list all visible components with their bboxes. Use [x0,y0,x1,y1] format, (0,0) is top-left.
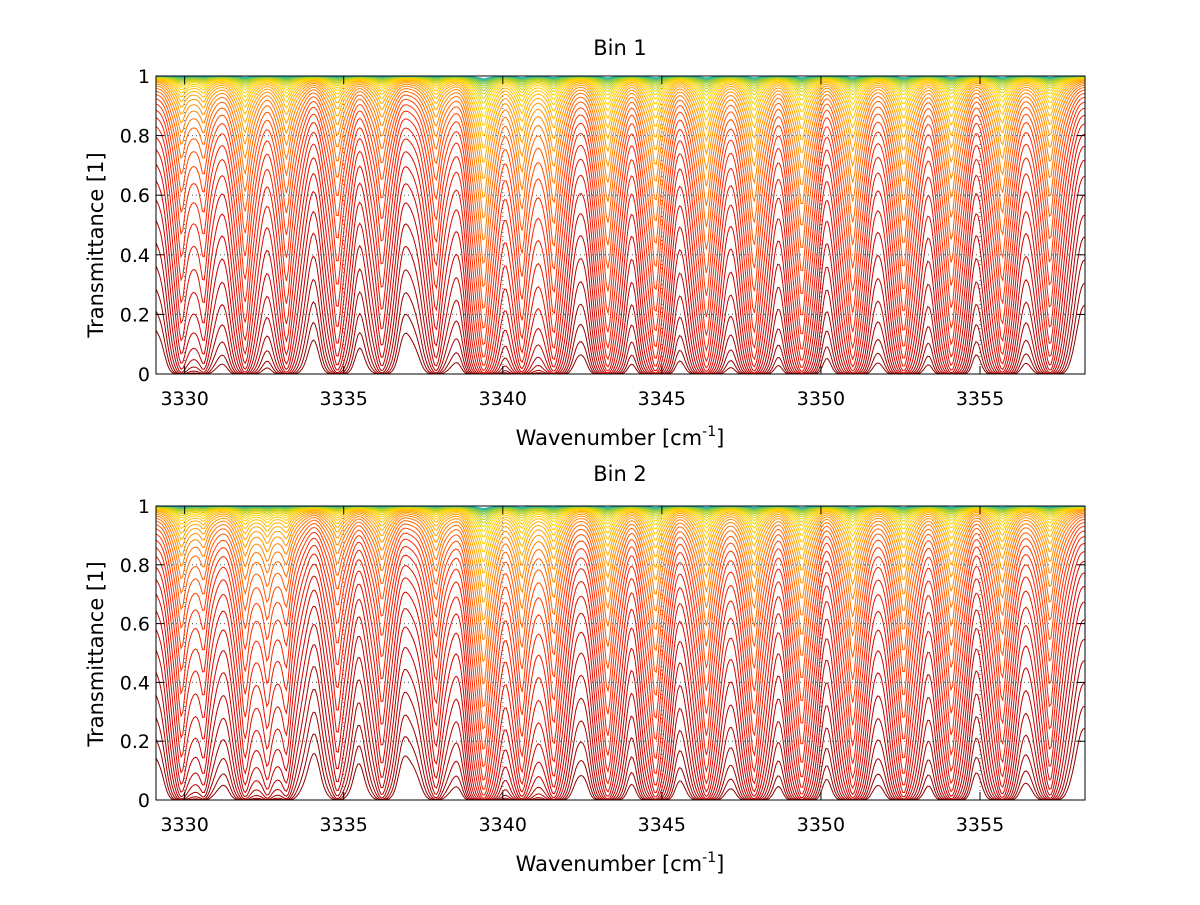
transmittance-series [155,87,1086,264]
transmittance-series [155,551,1086,796]
x-tick-label: 3340 [479,814,527,836]
y-tick-label: 1 [138,66,150,88]
transmittance-series [155,660,1086,801]
y-tick-label: 1 [138,496,150,518]
y-tick-label: 0.6 [120,614,150,636]
transmittance-series [155,507,1085,553]
transmittance-series [155,84,1086,241]
transmittance-series [155,123,1086,371]
transmittance-series [155,543,1086,790]
axes-box [155,75,1086,375]
x-tick-label: 3350 [797,388,845,410]
x-tick-label: 3350 [797,814,845,836]
transmittance-series [155,101,1086,346]
y-tick-label: 0 [138,364,150,386]
x-tick-label: 3335 [320,388,368,410]
x-tick-label: 3335 [320,814,368,836]
transmittance-series [155,114,1086,366]
transmittance-series [155,175,1086,375]
transmittance-series [155,78,1085,137]
y-tick-label: 0.4 [120,672,150,694]
x-tick-label: 3330 [160,814,208,836]
transmittance-series [155,78,1085,149]
transmittance-series [155,572,1086,800]
chart-title: Bin 2 [593,462,647,486]
transmittance-series [155,194,1086,375]
transmittance-series [155,107,1086,358]
transmittance-series [155,561,1086,799]
transmittance-series [155,530,1086,768]
transmittance-series [155,526,1086,751]
y-tick-label: 0.2 [120,731,150,753]
transmittance-series [155,508,1085,574]
transmittance-series [155,259,1086,375]
transmittance-series [155,79,1085,163]
x-tick-label: 3330 [160,388,208,410]
transmittance-series [155,514,1086,662]
transmittance-series [155,145,1086,375]
transmittance-series [155,89,1086,288]
x-tick-label: 3355 [956,388,1004,410]
transmittance-series [155,519,1085,708]
x-tick-label: 3345 [638,814,686,836]
y-tick-label: 0.8 [120,555,150,577]
y-axis-label: Transmittance [1] [84,561,108,747]
transmittance-series [155,522,1085,730]
x-tick-label: 3345 [638,388,686,410]
transmittance-series [155,133,1086,374]
x-axis-label: Wavenumber [cm-1] [516,850,725,876]
transmittance-series [155,586,1086,801]
ticks: 3330 3335 3340 3345 3350 3355 0 0.2 0.4 0.6 0.8 1 [120,66,1085,410]
transmittance-series [155,77,1086,118]
transmittance-series [155,93,1086,310]
transmittance-series [155,536,1086,781]
transmittance-series [155,639,1086,801]
ticks: 3330 3335 3340 3345 3350 3355 0 0.2 0.4 0.6 0.8 1 [120,496,1085,836]
transmittance-series [155,516,1085,685]
transmittance-series [155,705,1086,801]
transmittance-series [155,511,1085,621]
transmittance-series [155,159,1086,375]
transmittance-series [155,77,1086,126]
transmittance-series [155,683,1086,801]
y-tick-label: 0 [138,790,150,812]
transmittance-series [155,80,1085,180]
transmittance-series [155,509,1085,588]
y-tick-label: 0.8 [120,126,150,148]
transmittance-series [155,81,1085,198]
transmittance-curves [155,75,1086,375]
transmittance-series [155,83,1086,219]
chart-title: Bin 1 [593,36,647,60]
transmittance-series [155,236,1086,375]
panel-bin-1: Bin 1 Transmittance [1] Wavenumber [cm-1… [84,36,1086,450]
transmittance-series [155,619,1086,801]
transmittance-series [155,214,1086,375]
y-axis-label: Transmittance [1] [84,152,108,338]
transmittance-curves [155,505,1086,801]
y-tick-label: 0.2 [120,304,150,326]
y-tick-label: 0.4 [120,245,150,267]
x-tick-label: 3340 [479,388,527,410]
transmittance-series [155,512,1086,641]
transmittance-series [155,508,1085,563]
transmittance-series [155,510,1085,603]
y-tick-label: 0.6 [120,185,150,207]
axes-box [155,505,1086,801]
panel-bin-2: Bin 2 Transmittance [1] Wavenumber [cm-1… [84,462,1086,876]
transmittance-series [155,97,1086,329]
x-axis-label: Wavenumber [cm-1] [516,424,725,450]
x-tick-label: 3355 [956,814,1004,836]
transmittance-series [155,601,1086,801]
